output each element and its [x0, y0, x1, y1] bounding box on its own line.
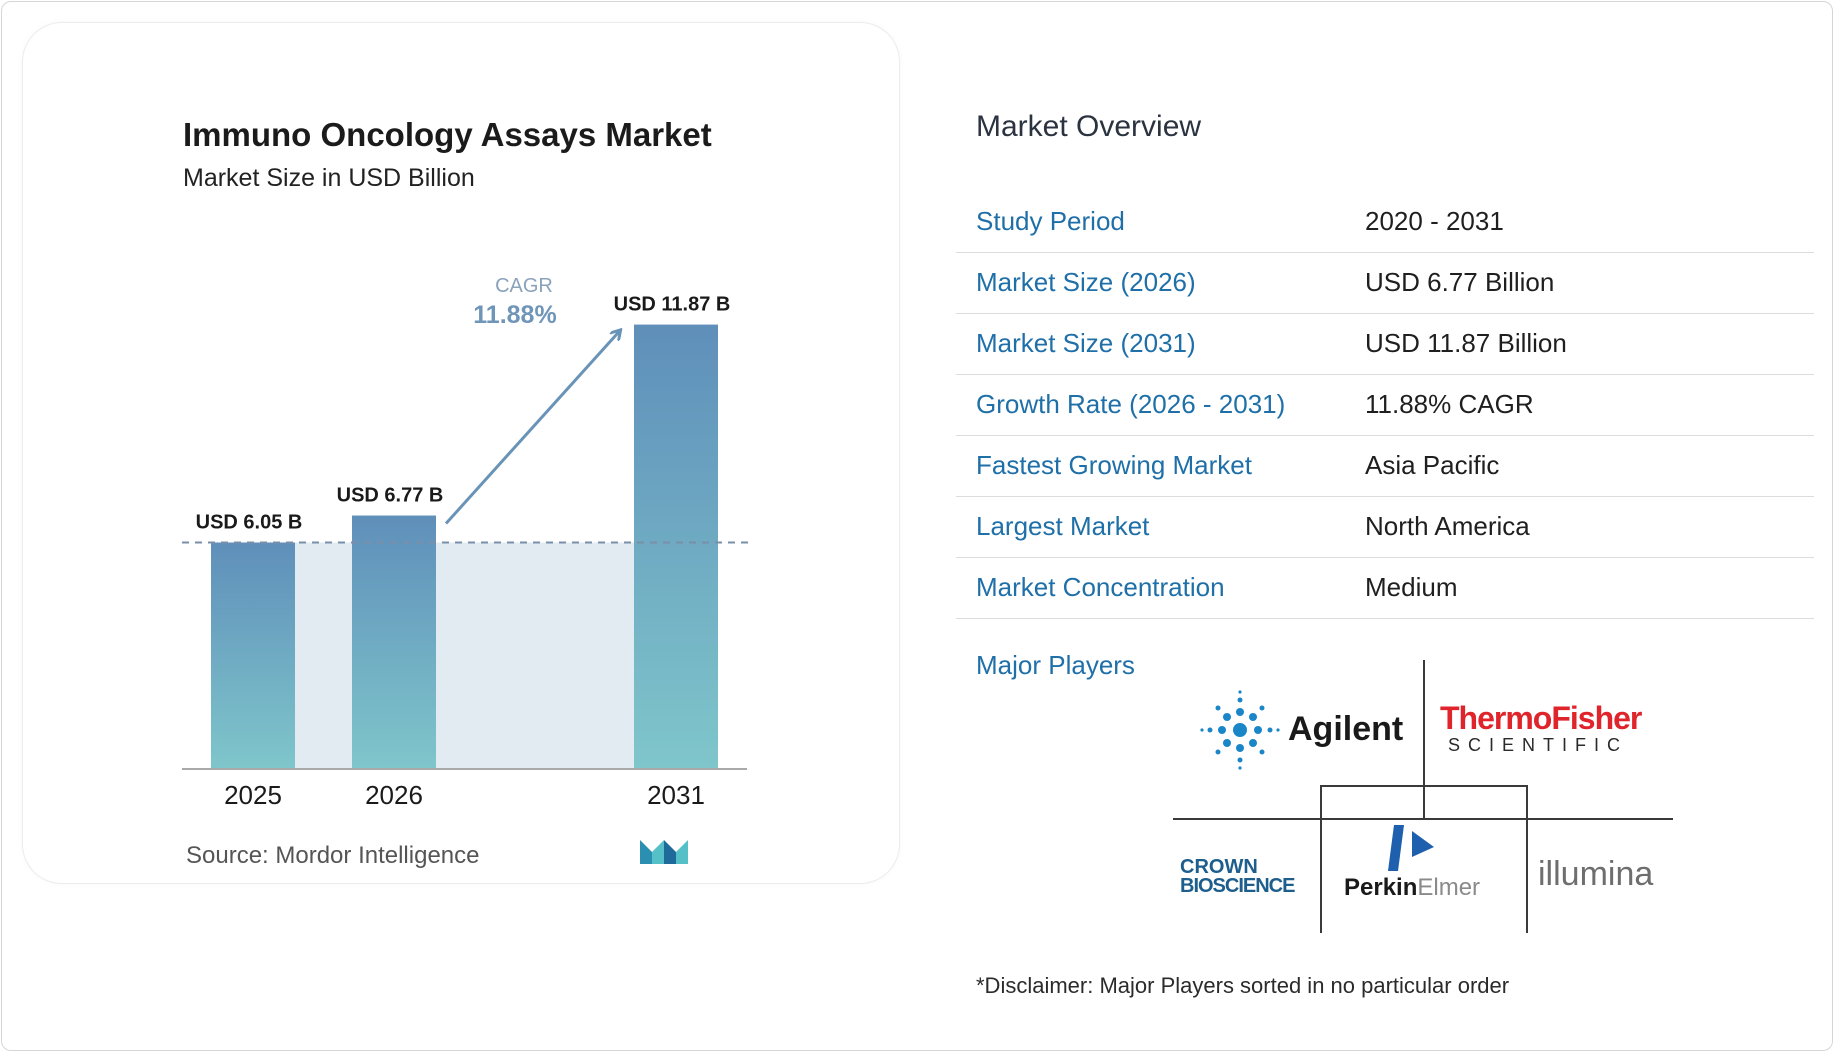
logo-grid-divider: [1423, 660, 1425, 818]
overview-row: Market Size (2031) USD 11.87 Billion: [956, 314, 1814, 375]
perkinelmer-wordmark: PerkinElmer: [1344, 874, 1480, 902]
crown-wordmark: CROWN: [1180, 856, 1258, 878]
illumina-logo: illumina: [1538, 855, 1678, 905]
major-players-label: Major Players: [976, 650, 1135, 680]
overview-row: Market Size (2026) USD 6.77 Billion: [956, 253, 1814, 314]
agilent-spark-icon: [1200, 690, 1280, 770]
cagr-arrow: [444, 331, 620, 525]
mordor-intelligence-logo: [640, 840, 688, 864]
bar-2025: [211, 542, 295, 769]
agilent-logo: Agilent: [1198, 690, 1418, 770]
data-label-2025: USD 6.05 B: [196, 511, 303, 533]
tick-label-2031: 2031: [647, 780, 705, 810]
chart-subtitle: Market Size in USD Billion: [183, 164, 475, 192]
bioscience-wordmark: BIOSCIENCE: [1180, 875, 1295, 897]
tick-label-2026: 2026: [365, 780, 423, 810]
row-label: Market Size (2031): [976, 328, 1196, 358]
logo-grid-divider: [1526, 785, 1528, 933]
overview-row: Fastest Growing Market Asia Pacific: [956, 436, 1814, 497]
bar-chart: USD 6.05 B 2025 USD 6.77 B 2026 USD 11.87 B 2…: [182, 275, 752, 810]
row-value: Asia Pacific: [1365, 450, 1500, 480]
row-value: USD 6.77 Billion: [1365, 267, 1555, 297]
disclaimer-text: *Disclaimer: Major Players sorted in no …: [976, 973, 1510, 998]
data-label-2026: USD 6.77 B: [337, 485, 444, 507]
row-label: Study Period: [976, 206, 1125, 236]
market-overview-heading: Market Overview: [976, 110, 1202, 143]
elmer-text: Elmer: [1417, 874, 1481, 901]
perkin-text: Perkin: [1344, 874, 1418, 901]
thermofisher-subtitle: SCIENTIFIC: [1448, 735, 1629, 755]
logo-grid-divider: [1320, 785, 1322, 933]
crown-bioscience-logo: CROWN BIOSCIENCE: [1180, 856, 1320, 908]
overview-row: Growth Rate (2026 - 2031) 11.88% CAGR: [956, 375, 1814, 436]
illumina-wordmark: illumina: [1538, 855, 1654, 893]
cagr-value: 11.88%: [473, 301, 556, 329]
logo-grid-divider: [1173, 818, 1673, 820]
cagr-label: CAGR: [495, 275, 553, 297]
row-label: Market Concentration: [976, 572, 1225, 602]
bar-2031: [634, 324, 718, 769]
agilent-wordmark: Agilent: [1288, 710, 1404, 748]
row-label: Largest Market: [976, 511, 1150, 541]
row-value: USD 11.87 Billion: [1365, 328, 1567, 358]
tick-label-2025: 2025: [224, 780, 282, 810]
row-label: Growth Rate (2026 - 2031): [976, 389, 1286, 419]
overview-row: Study Period 2020 - 2031: [956, 192, 1814, 253]
perkinelmer-icon: [1388, 825, 1434, 871]
row-label: Fastest Growing Market: [976, 450, 1252, 480]
overview-row: Market Concentration Medium: [956, 558, 1814, 619]
baseline-band: [295, 542, 634, 769]
thermofisher-logo: ThermoFisher SCIENTIFIC: [1440, 700, 1660, 760]
row-value: 2020 - 2031: [1365, 206, 1504, 236]
source-text: Source: Mordor Intelligence: [186, 842, 480, 869]
row-label: Market Size (2026): [976, 267, 1196, 297]
bar-2026: [352, 515, 436, 769]
data-label-2031: USD 11.87 B: [614, 294, 731, 316]
perkinelmer-logo: PerkinElmer: [1340, 820, 1520, 920]
row-value: 11.88% CAGR: [1365, 389, 1534, 419]
row-value: North America: [1365, 511, 1530, 541]
chart-title: Immuno Oncology Assays Market: [183, 116, 712, 153]
thermofisher-wordmark: ThermoFisher: [1440, 700, 1642, 736]
logo-grid-divider: [1320, 785, 1528, 787]
overview-table: Study Period 2020 - 2031 Market Size (20…: [956, 192, 1814, 619]
overview-row: Largest Market North America: [956, 497, 1814, 558]
row-value: Medium: [1365, 572, 1458, 602]
